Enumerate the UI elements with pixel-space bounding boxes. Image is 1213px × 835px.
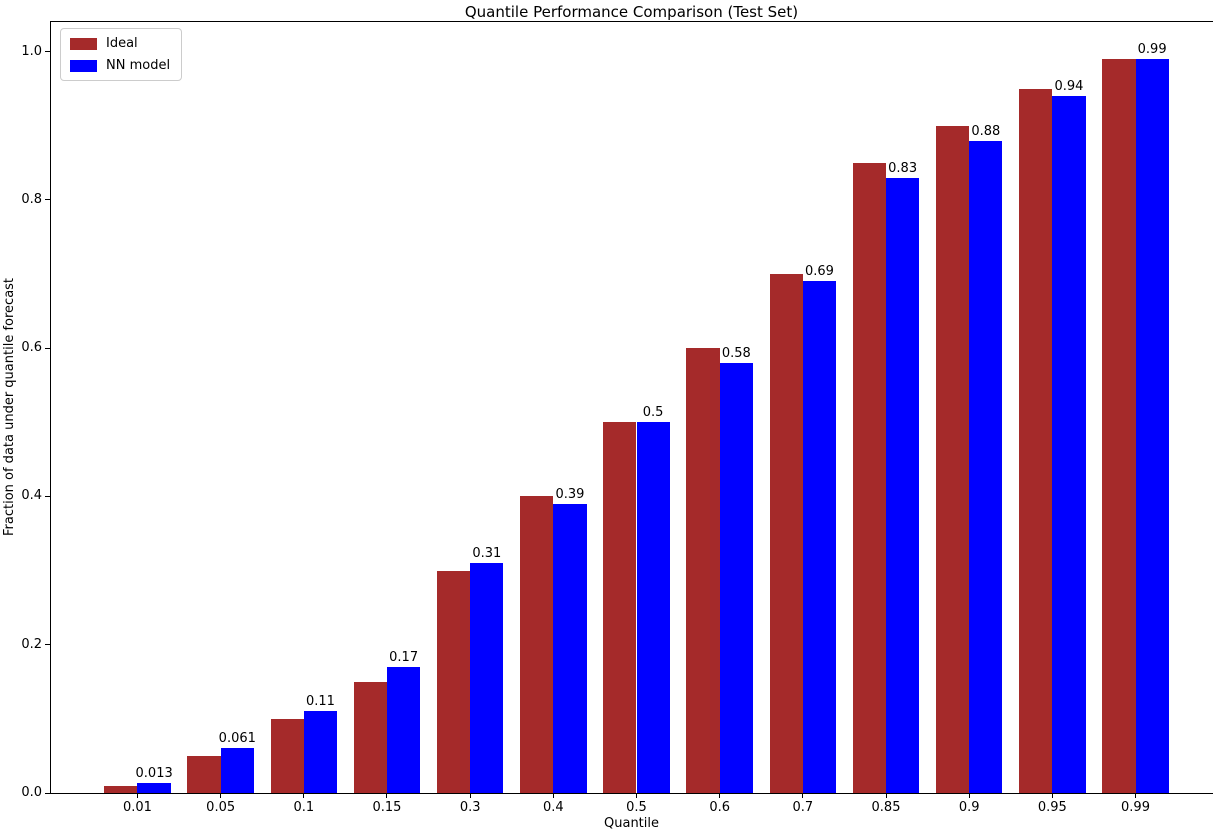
x-tick-label: 0.85 [871, 800, 901, 815]
bar-nn-model [553, 503, 587, 793]
legend-swatch-nn-model [70, 59, 97, 72]
y-axis-tick [45, 644, 50, 646]
x-tick-label: 0.99 [1121, 800, 1150, 815]
x-tick-label: 0.6 [709, 800, 730, 815]
bar-value-label: 0.013 [135, 766, 173, 782]
bar-nn-model [886, 177, 920, 793]
y-tick-label: 0.0 [21, 785, 42, 801]
x-tick-label: 0.7 [792, 800, 814, 815]
bar-ideal [1102, 59, 1136, 793]
bar-value-label: 0.11 [305, 694, 335, 710]
y-axis-tick [45, 347, 50, 349]
x-axis-tick [719, 794, 721, 798]
x-tick-label: 0.1 [293, 800, 315, 815]
x-tick-label: 0.4 [542, 800, 564, 815]
bar-value-label: 0.31 [472, 546, 502, 562]
legend: Ideal NN model [60, 28, 183, 81]
bar-nn-model [802, 281, 837, 793]
bar-nn-model [303, 711, 338, 793]
bar-value-label: 0.83 [888, 160, 918, 176]
bar-value-label: 0.17 [389, 649, 419, 665]
y-axis-tick [45, 199, 50, 201]
bar-value-label: 0.58 [721, 346, 751, 362]
bar-ideal [520, 496, 554, 793]
bar-nn-model [969, 140, 1003, 793]
y-tick-label: 1.0 [21, 43, 42, 59]
bar-nn-model [636, 422, 670, 793]
bar-ideal [935, 125, 970, 793]
bar-nn-model [386, 666, 421, 793]
bar-ideal [1019, 88, 1053, 793]
bar-ideal [436, 570, 471, 793]
bar-nn-model [220, 747, 254, 793]
legend-entry-ideal: Ideal [70, 36, 170, 51]
bar-value-label: 0.39 [555, 486, 585, 502]
bar-value-label: 0.88 [971, 123, 1001, 139]
x-axis-tick [968, 794, 970, 798]
y-tick-label: 0.6 [21, 340, 42, 356]
y-axis-tick [45, 495, 50, 497]
x-tick-label: 0.01 [123, 800, 152, 815]
x-tick-label: 0.05 [206, 800, 236, 815]
x-axis-tick [303, 794, 305, 798]
bar-ideal [104, 785, 138, 793]
bar-ideal [187, 755, 221, 793]
x-tick-label: 0.15 [372, 800, 402, 815]
bar-value-label: 0.99 [1137, 42, 1167, 58]
x-axis-tick [885, 794, 887, 798]
bar-value-label: 0.5 [642, 405, 664, 421]
x-tick-label: 0.5 [626, 800, 647, 815]
x-axis-label: Quantile [604, 816, 659, 831]
y-axis-label: Fraction of data under quantile forecast [2, 277, 17, 536]
bar-nn-model [470, 563, 504, 793]
bar-ideal [603, 422, 637, 793]
bar-ideal [270, 718, 304, 793]
x-axis-tick [802, 794, 804, 798]
chart-title: Quantile Performance Comparison (Test Se… [464, 3, 799, 21]
x-tick-label: 0.9 [958, 800, 980, 815]
bar-ideal [353, 681, 387, 793]
bar-value-label: 0.94 [1054, 79, 1084, 95]
x-axis-tick [386, 794, 388, 798]
bar-nn-model [1052, 96, 1086, 793]
x-axis-tick [552, 794, 554, 798]
legend-swatch-ideal [70, 37, 97, 50]
x-axis-tick [636, 794, 637, 798]
bar-nn-model [137, 783, 171, 793]
x-axis-tick [1051, 794, 1053, 798]
bar-nn-model [1135, 59, 1169, 793]
y-tick-label: 0.2 [21, 636, 42, 652]
y-tick-label: 0.8 [21, 191, 42, 207]
legend-label-nn-model: NN model [106, 58, 171, 73]
x-axis-tick [1135, 794, 1136, 798]
bar-value-label: 0.061 [218, 730, 256, 746]
x-axis-tick [136, 794, 138, 798]
bar-ideal [852, 162, 886, 793]
y-axis-tick [45, 792, 50, 794]
x-tick-label: 0.3 [459, 800, 481, 815]
plot-area: Ideal NN model 0.01 0.013 0.05 0.061 0.1 0.11… [21, 21, 1213, 815]
legend-label-ideal: Ideal [106, 36, 138, 51]
y-axis-tick [45, 51, 50, 53]
bar-ideal [686, 348, 720, 793]
bar-value-label: 0.69 [804, 264, 834, 280]
x-tick-label: 0.95 [1037, 800, 1067, 815]
bar-ideal [769, 274, 803, 793]
y-tick-label: 0.4 [21, 488, 42, 504]
x-axis-tick [469, 794, 471, 798]
bar-nn-model [719, 363, 753, 793]
x-axis-tick [220, 794, 222, 798]
legend-entry-nn-model: NN model [70, 58, 170, 73]
